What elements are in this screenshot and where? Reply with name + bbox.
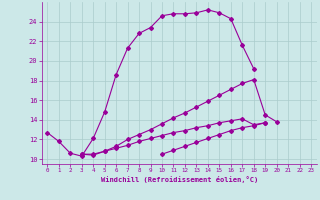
X-axis label: Windchill (Refroidissement éolien,°C): Windchill (Refroidissement éolien,°C) (100, 176, 258, 183)
